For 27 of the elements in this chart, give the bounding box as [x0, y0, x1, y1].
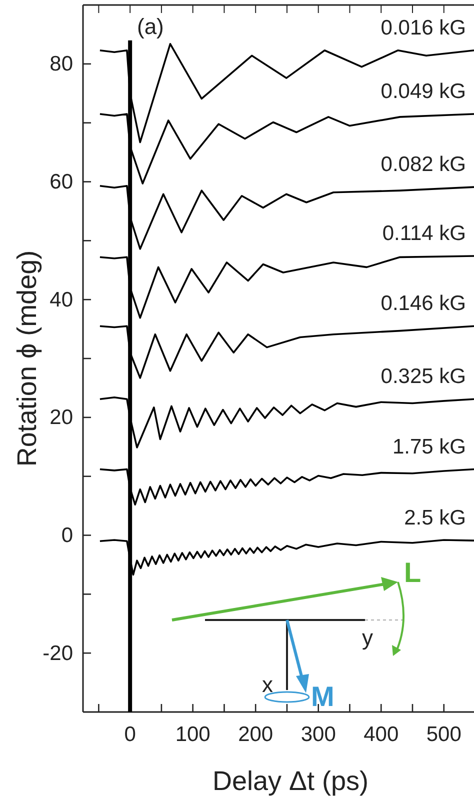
y-tick-label: 80 [50, 52, 73, 76]
y-tick-label: 0 [61, 524, 73, 547]
y-tick-label: 20 [50, 406, 73, 430]
annotation: L [404, 557, 422, 588]
series-label: 0.082 kG [380, 153, 466, 176]
x-tick-label: 100 [175, 722, 210, 746]
y-tick-label: 60 [50, 170, 73, 194]
annotation: (a) [137, 14, 164, 39]
y-tick-label: 40 [50, 288, 73, 312]
series-label: 0.146 kG [380, 292, 466, 316]
series-label: 0.114 kG [382, 222, 466, 245]
annotation: M [311, 681, 334, 712]
series-label: 0.016 kG [380, 16, 466, 40]
series-label: 2.5 kG [404, 506, 466, 530]
x-tick-label: 400 [364, 722, 399, 746]
x-tick-label: 300 [300, 722, 336, 746]
annotation: x [262, 672, 273, 697]
y-axis-title: Rotation ϕ (mdeg) [12, 250, 42, 467]
annotation: y [362, 625, 373, 650]
series-label: 0.325 kG [380, 365, 466, 388]
series-label: 0.049 kG [380, 80, 466, 103]
x-tick-label: 500 [426, 722, 462, 746]
x-axis-title: Delay Δt (ps) [212, 766, 369, 796]
series-label: 1.75 kG [392, 435, 466, 458]
x-tick-label: 0 [124, 722, 136, 746]
y-tick-label: -20 [42, 642, 73, 665]
x-tick-label: 200 [238, 722, 274, 746]
